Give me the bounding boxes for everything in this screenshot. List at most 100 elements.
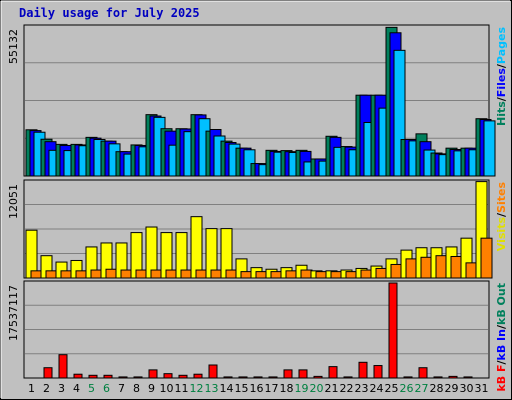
legend-entry: / (495, 360, 508, 365)
bar-sites (270, 271, 283, 279)
bar-kb-f (343, 376, 353, 379)
bar-sites (120, 269, 133, 279)
x-tick-label: 14 (220, 382, 234, 395)
x-tick-label: 12 (190, 382, 204, 395)
legend-entry: kB Out (495, 283, 508, 325)
legend-entry: Sites (495, 182, 508, 213)
x-tick-label: 30 (460, 382, 474, 395)
bar-sites (285, 270, 298, 279)
bar-kb-f (148, 369, 158, 379)
x-tick-label: 13 (205, 382, 219, 395)
x-tick-label: 10 (160, 382, 174, 395)
bar-sites (480, 237, 493, 279)
bar-sites (330, 271, 343, 279)
legend-entry: / (495, 212, 508, 217)
bar-kb-f (208, 364, 218, 379)
bar-sites (450, 255, 463, 279)
x-tick-label: 16 (250, 382, 264, 395)
x-tick-label: 29 (445, 382, 459, 395)
x-tick-label: 20 (310, 382, 324, 395)
x-tick-label: 11 (175, 382, 189, 395)
bar-sites (90, 269, 103, 279)
bar-kb-f (373, 365, 383, 379)
x-tick-label: 9 (148, 382, 155, 395)
x-tick-label: 6 (103, 382, 110, 395)
bar-kb-f (43, 367, 53, 379)
legend-entry: Pages (495, 27, 508, 65)
bar-kb-f (253, 376, 263, 379)
bar-sites (225, 269, 238, 279)
x-tick-label: 28 (430, 382, 444, 395)
x-tick-label: 31 (475, 382, 489, 395)
bar-sites (180, 269, 193, 279)
panel-max-label: 17537117 (7, 285, 20, 341)
legend-entry: / (495, 63, 508, 68)
x-tick-label: 19 (295, 382, 309, 395)
x-tick-label: 3 (58, 382, 65, 395)
bar-sites (75, 270, 88, 279)
bar-sites (30, 270, 43, 279)
bar-pages (483, 120, 496, 177)
legend-entry: Files (495, 68, 508, 98)
bar-kb-f (313, 375, 323, 379)
bar-sites (195, 269, 208, 279)
x-tick-label: 23 (355, 382, 369, 395)
x-tick-label: 7 (118, 382, 125, 395)
bar-kb-f (388, 282, 398, 379)
bar-kb-f (283, 369, 293, 379)
x-tick-label: 8 (133, 382, 140, 395)
bar-kb-f (163, 373, 173, 379)
x-tick-label: 22 (340, 382, 354, 395)
x-tick-label: 24 (370, 382, 384, 395)
bar-visits (190, 216, 203, 279)
bar-kb-f (268, 376, 278, 379)
bar-kb-f (418, 367, 428, 379)
bar-kb-f (178, 374, 188, 379)
bar-kb-f (73, 373, 83, 379)
bar-kb-f (223, 376, 233, 379)
legend-entry: kB In (495, 329, 508, 360)
bar-kb-f (133, 376, 143, 379)
bar-kb-f (463, 376, 473, 379)
x-tick-label: 18 (280, 382, 294, 395)
bar-kb-f (448, 375, 458, 379)
bar-sites (135, 269, 148, 279)
bar-kb-f (328, 366, 338, 379)
panel-legend: kB F/kB In/kB Out (495, 283, 508, 392)
bar-sites (300, 269, 313, 279)
x-tick-label: 26 (400, 382, 414, 395)
bar-kb-f (193, 373, 203, 379)
chart-title: Daily usage for July 2025 (19, 6, 200, 20)
panel-max-label: 12051 (7, 184, 20, 219)
bar-sites (360, 269, 373, 279)
bar-sites (45, 270, 58, 279)
x-tick-label: 4 (73, 382, 80, 395)
bar-pages (393, 49, 406, 177)
bar-pages (243, 149, 256, 177)
x-tick-label: 15 (235, 382, 249, 395)
bar-sites (255, 271, 268, 279)
x-tick-label: 2 (43, 382, 50, 395)
x-tick-label: 27 (415, 382, 429, 395)
x-tick-label: 25 (385, 382, 399, 395)
bar-sites (165, 269, 178, 279)
legend-entry: Hits (495, 101, 508, 126)
bar-sites (435, 255, 448, 279)
bar-kb-f (58, 354, 68, 379)
bar-sites (150, 269, 163, 279)
bar-sites (240, 271, 253, 279)
bar-kb-f (88, 374, 98, 379)
x-tick-label: 5 (88, 382, 95, 395)
bar-sites (315, 271, 328, 279)
bar-sites (210, 269, 223, 279)
bar-kb-f (118, 376, 128, 379)
x-tick-label: 17 (265, 382, 279, 395)
bar-sites (405, 258, 418, 279)
bar-sites (375, 267, 388, 279)
panel-legend: Hits/Files/Pages (495, 27, 508, 126)
bar-sites (105, 268, 118, 279)
bar-kb-f (298, 369, 308, 379)
x-tick-label: 21 (325, 382, 339, 395)
bar-kb-f (403, 376, 413, 379)
bar-sites (60, 270, 73, 279)
